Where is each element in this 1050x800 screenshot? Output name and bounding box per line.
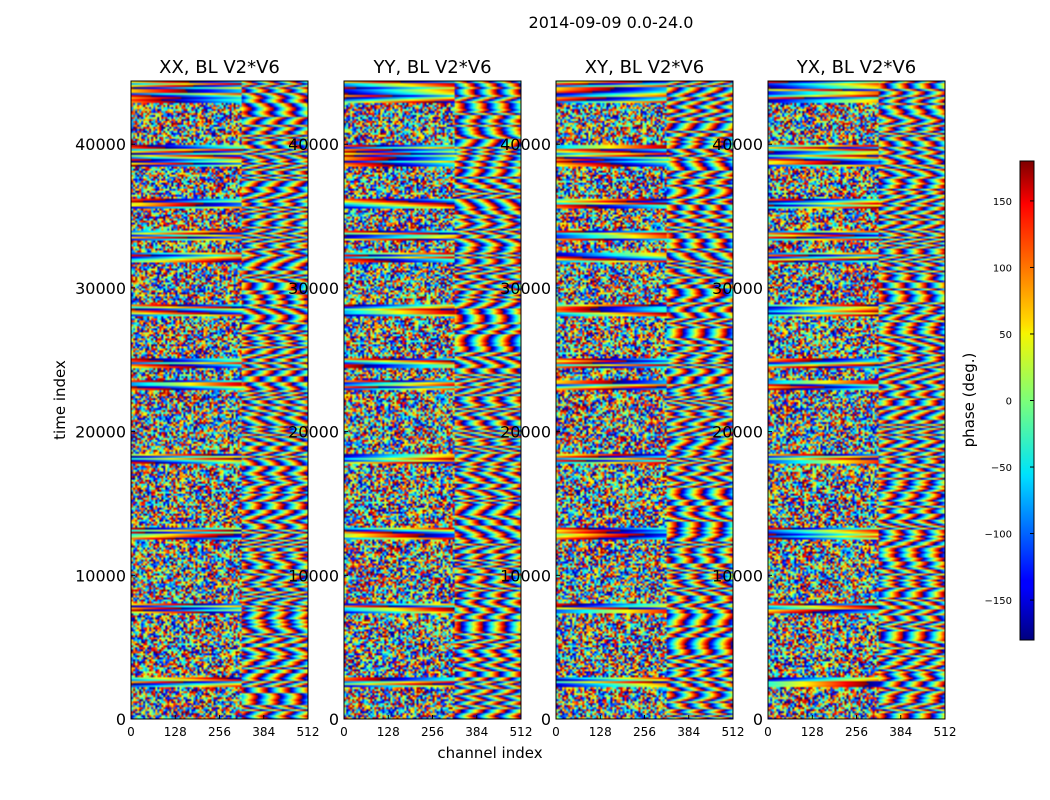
x-tick-label: 512 (297, 725, 320, 739)
y-tick-label: 40000 (500, 135, 551, 154)
y-tick-label: 10000 (75, 566, 126, 585)
x-tick-label: 256 (633, 725, 656, 739)
y-tick-label: 20000 (288, 423, 339, 442)
y-tick-label: 40000 (75, 135, 126, 154)
y-tick-label: 30000 (288, 279, 339, 298)
y-tick-label: 40000 (712, 135, 763, 154)
phase-image (131, 81, 308, 719)
x-tick-label: 128 (589, 725, 612, 739)
x-tick-label: 512 (510, 725, 533, 739)
panel-title: YX, BL V2*V6 (796, 57, 916, 78)
x-tick-label: 384 (677, 725, 700, 739)
y-tick-label: 30000 (500, 279, 551, 298)
y-tick-label: 30000 (712, 279, 763, 298)
colorbar-tick-label: 100 (993, 263, 1012, 274)
x-tick-label: 512 (722, 725, 745, 739)
panel-title: XY, BL V2*V6 (585, 57, 704, 78)
x-tick-label: 128 (377, 725, 400, 739)
panel-title: XX, BL V2*V6 (159, 57, 280, 78)
figure-title: 2014-09-09 0.0-24.0 (529, 13, 694, 32)
colorbar-tick-label: −150 (985, 596, 1012, 607)
y-tick-label: 20000 (75, 423, 126, 442)
y-tick-label: 10000 (288, 566, 339, 585)
x-tick-label: 512 (934, 725, 957, 739)
phase-image (768, 81, 945, 719)
x-tick-label: 256 (421, 725, 444, 739)
x-tick-label: 384 (889, 725, 912, 739)
y-tick-label: 20000 (712, 423, 763, 442)
x-tick-label: 384 (465, 725, 488, 739)
colorbar-tick-label: 50 (999, 330, 1012, 341)
y-tick-label: 20000 (500, 423, 551, 442)
colorbar-ticks: −150 −100 −50 0 50 100 150 (985, 197, 1034, 607)
panel-4: YX, BL V2*V6 0 128 256 384 512 0 10000 20000 3000… (712, 57, 956, 739)
y-tick-label: 30000 (75, 279, 126, 298)
y-tick-label: 0 (541, 710, 551, 729)
colorbar-tick-label: 0 (1006, 397, 1012, 408)
y-tick-label: 0 (116, 710, 126, 729)
y-tick-label: 10000 (500, 566, 551, 585)
y-tick-label: 40000 (288, 135, 339, 154)
x-axis-label: channel index (437, 744, 542, 762)
x-tick-label: 0 (552, 725, 560, 739)
x-tick-label: 128 (801, 725, 824, 739)
x-tick-label: 0 (127, 725, 135, 739)
panel-3: XY, BL V2*V6 0 128 256 384 512 0 10000 20000 3000… (500, 57, 744, 739)
panel-2: YY, BL V2*V6 0 128 256 384 512 0 10000 20000 3000… (288, 57, 532, 739)
colorbar-tick-label: −50 (991, 463, 1012, 474)
colorbar-tick-label: −100 (985, 530, 1012, 541)
y-tick-label: 0 (329, 710, 339, 729)
colorbar-label: phase (deg.) (960, 353, 978, 448)
panel-1: XX, BL V2*V6 0 128 256 384 512 0 10000 20000 3000… (75, 57, 319, 739)
phase-image (556, 81, 733, 719)
colorbar-tick-label: 150 (993, 197, 1012, 208)
y-axis-label: time index (51, 360, 69, 440)
colorbar: −150 −100 −50 0 50 100 150 phase (deg.) (960, 160, 1035, 641)
x-tick-label: 384 (252, 725, 275, 739)
x-tick-label: 256 (845, 725, 868, 739)
y-tick-label: 10000 (712, 566, 763, 585)
panel-title: YY, BL V2*V6 (372, 57, 491, 78)
phase-image (344, 81, 521, 719)
x-tick-label: 0 (764, 725, 772, 739)
y-tick-label: 0 (753, 710, 763, 729)
x-tick-label: 128 (164, 725, 187, 739)
x-tick-label: 256 (208, 725, 231, 739)
panels: XX, BL V2*V6 0 128 256 384 512 0 10000 20000 3000… (75, 57, 956, 739)
x-tick-label: 0 (340, 725, 348, 739)
